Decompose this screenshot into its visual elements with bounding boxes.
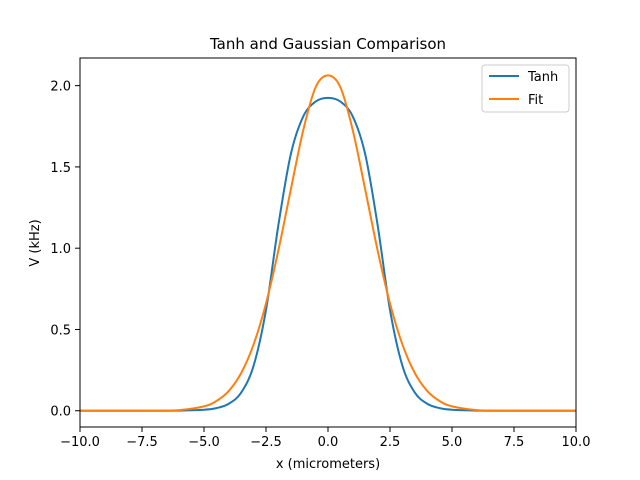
- x-tick-label: −7.5: [126, 435, 158, 450]
- legend-label-fit: Fit: [528, 93, 543, 108]
- legend: Tanh Fit: [481, 64, 570, 113]
- series-layer: [79, 74, 576, 412]
- y-axis: 0.0 0.5 1.0 1.5 2.0: [50, 80, 80, 420]
- x-tick-label: −2.5: [250, 435, 282, 450]
- x-tick-label: 0.0: [318, 435, 339, 450]
- x-tick-label: 10.0: [562, 435, 591, 450]
- y-tick-label: 1.5: [50, 161, 71, 176]
- y-tick-label: 1.0: [50, 242, 71, 257]
- chart-title: Tanh and Gaussian Comparison: [209, 35, 446, 53]
- y-tick-label: 0.0: [50, 405, 71, 420]
- x-axis-label: x (micrometers): [276, 457, 380, 472]
- x-tick-label: −5.0: [188, 435, 220, 450]
- y-tick-label: 2.0: [50, 80, 71, 95]
- x-axis: −10.0 −7.5 −5.0 −2.5 0.0 2.5 5.0 7.5 10.0: [60, 427, 590, 450]
- y-tick-label: 0.5: [50, 323, 71, 338]
- series-line-fit: [79, 74, 576, 412]
- x-tick-label: −10.0: [60, 435, 100, 450]
- y-axis-label: V (kHz): [28, 219, 43, 266]
- x-tick-label: 2.5: [380, 435, 401, 450]
- series-line-tanh: [79, 96, 576, 412]
- x-tick-label: 5.0: [442, 435, 463, 450]
- x-tick-label: 7.5: [504, 435, 525, 450]
- legend-label-tanh: Tanh: [527, 70, 558, 85]
